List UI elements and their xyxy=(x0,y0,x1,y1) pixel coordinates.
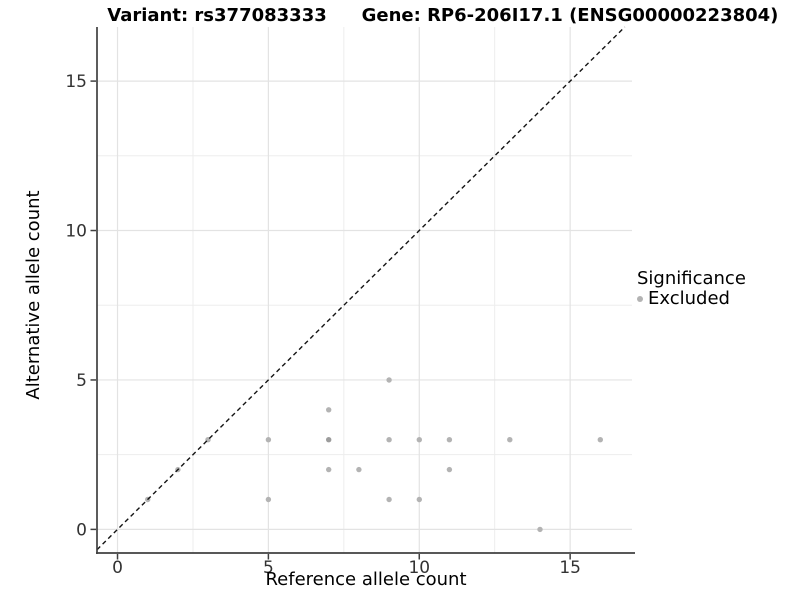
data-point xyxy=(537,526,543,533)
y-tick-label: 0 xyxy=(76,520,87,540)
x-tick-label: 5 xyxy=(263,558,274,578)
data-point xyxy=(446,466,453,473)
data-point xyxy=(386,437,392,443)
data-point xyxy=(416,437,422,443)
data-point xyxy=(265,437,272,443)
data-point xyxy=(446,437,453,443)
gene-title: Gene: RP6-206I17.1 (ENSG00000223804) xyxy=(361,5,779,26)
data-point xyxy=(326,466,332,473)
legend-item-excluded: Excluded xyxy=(637,289,746,308)
excluded-point-swatch xyxy=(637,295,643,302)
data-point xyxy=(356,466,362,473)
data-point xyxy=(597,437,603,443)
legend-title: Significance xyxy=(637,268,746,289)
data-point xyxy=(386,496,392,503)
legend: Significance Excluded xyxy=(637,269,746,308)
data-point xyxy=(507,437,513,443)
x-tick-label: 15 xyxy=(559,558,581,578)
variant-title: Variant: rs377083333 xyxy=(107,5,327,26)
data-point xyxy=(386,377,392,383)
x-axis-title: Reference allele count xyxy=(265,569,467,590)
identity-line xyxy=(96,26,626,551)
y-tick-label: 5 xyxy=(76,371,87,391)
x-tick-label: 0 xyxy=(112,558,123,578)
data-point xyxy=(416,496,422,503)
y-axis-title: Alternative allele count xyxy=(23,190,44,400)
data-point xyxy=(326,437,332,443)
y-tick-label: 15 xyxy=(65,72,87,92)
legend-item-label: Excluded xyxy=(648,288,730,309)
y-tick-label: 10 xyxy=(65,222,87,242)
data-point xyxy=(265,496,272,503)
x-tick-label: 10 xyxy=(408,558,430,578)
data-point xyxy=(326,407,332,413)
